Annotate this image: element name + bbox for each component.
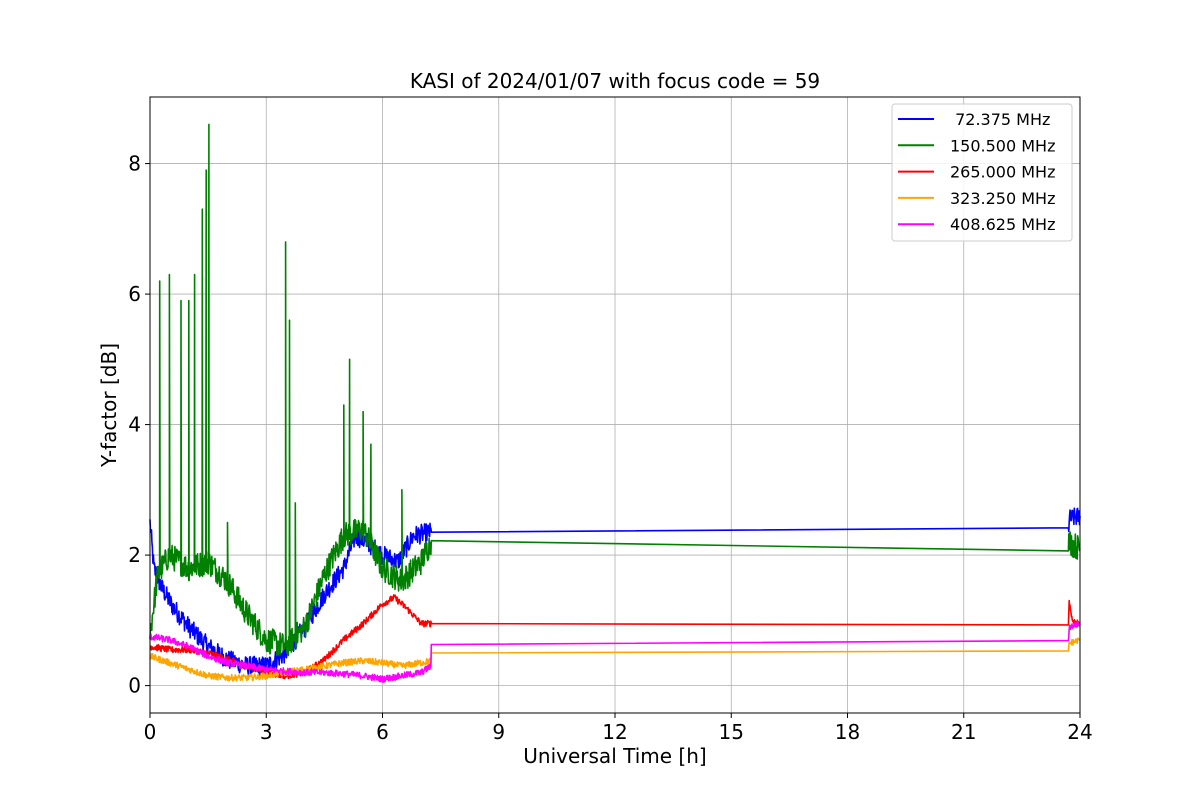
x-tick-label: 9 bbox=[492, 720, 505, 744]
legend-box bbox=[891, 103, 1073, 242]
x-tick-label: 21 bbox=[951, 720, 976, 744]
legend-label: 150.500 MHz bbox=[950, 136, 1055, 155]
x-tick-label: 18 bbox=[835, 720, 860, 744]
legend-label: 265.000 MHz bbox=[950, 163, 1055, 182]
x-tick-label: 24 bbox=[1067, 720, 1092, 744]
series-line-5 bbox=[149, 620, 1081, 683]
x-axis-label: Universal Time [h] bbox=[523, 744, 706, 768]
legend: 72.375 MHz 150.500 MHz 265.000 MHz 323.250 … bbox=[891, 103, 1073, 242]
legend-label: 323.250 MHz bbox=[950, 189, 1055, 208]
series-line-3 bbox=[149, 594, 1081, 680]
y-tick-label: 8 bbox=[128, 152, 141, 176]
y-tick-label: 2 bbox=[128, 543, 141, 567]
series-layer bbox=[149, 123, 1081, 683]
legend-label: 72.375 MHz bbox=[950, 110, 1050, 129]
y-tick-label: 0 bbox=[128, 674, 141, 698]
x-tick-label: 12 bbox=[602, 720, 627, 744]
y-tick-label: 6 bbox=[128, 282, 141, 306]
x-tick-label: 3 bbox=[260, 720, 273, 744]
legend-label: 408.625 MHz bbox=[950, 215, 1055, 234]
x-tick-label: 0 bbox=[144, 720, 157, 744]
x-tick-label: 15 bbox=[719, 720, 744, 744]
y-axis-label: Y-factor [dB] bbox=[97, 343, 121, 468]
series-line-2 bbox=[149, 123, 1081, 657]
x-axis-ticks: 0 3 6 9 12 15 18 21 24 bbox=[144, 713, 1093, 744]
y-tick-label: 4 bbox=[128, 413, 141, 437]
chart-title: KASI of 2024/01/07 with focus code = 59 bbox=[410, 69, 820, 93]
x-tick-label: 6 bbox=[376, 720, 389, 744]
y-axis-ticks: 0 2 4 6 8 bbox=[128, 152, 150, 698]
